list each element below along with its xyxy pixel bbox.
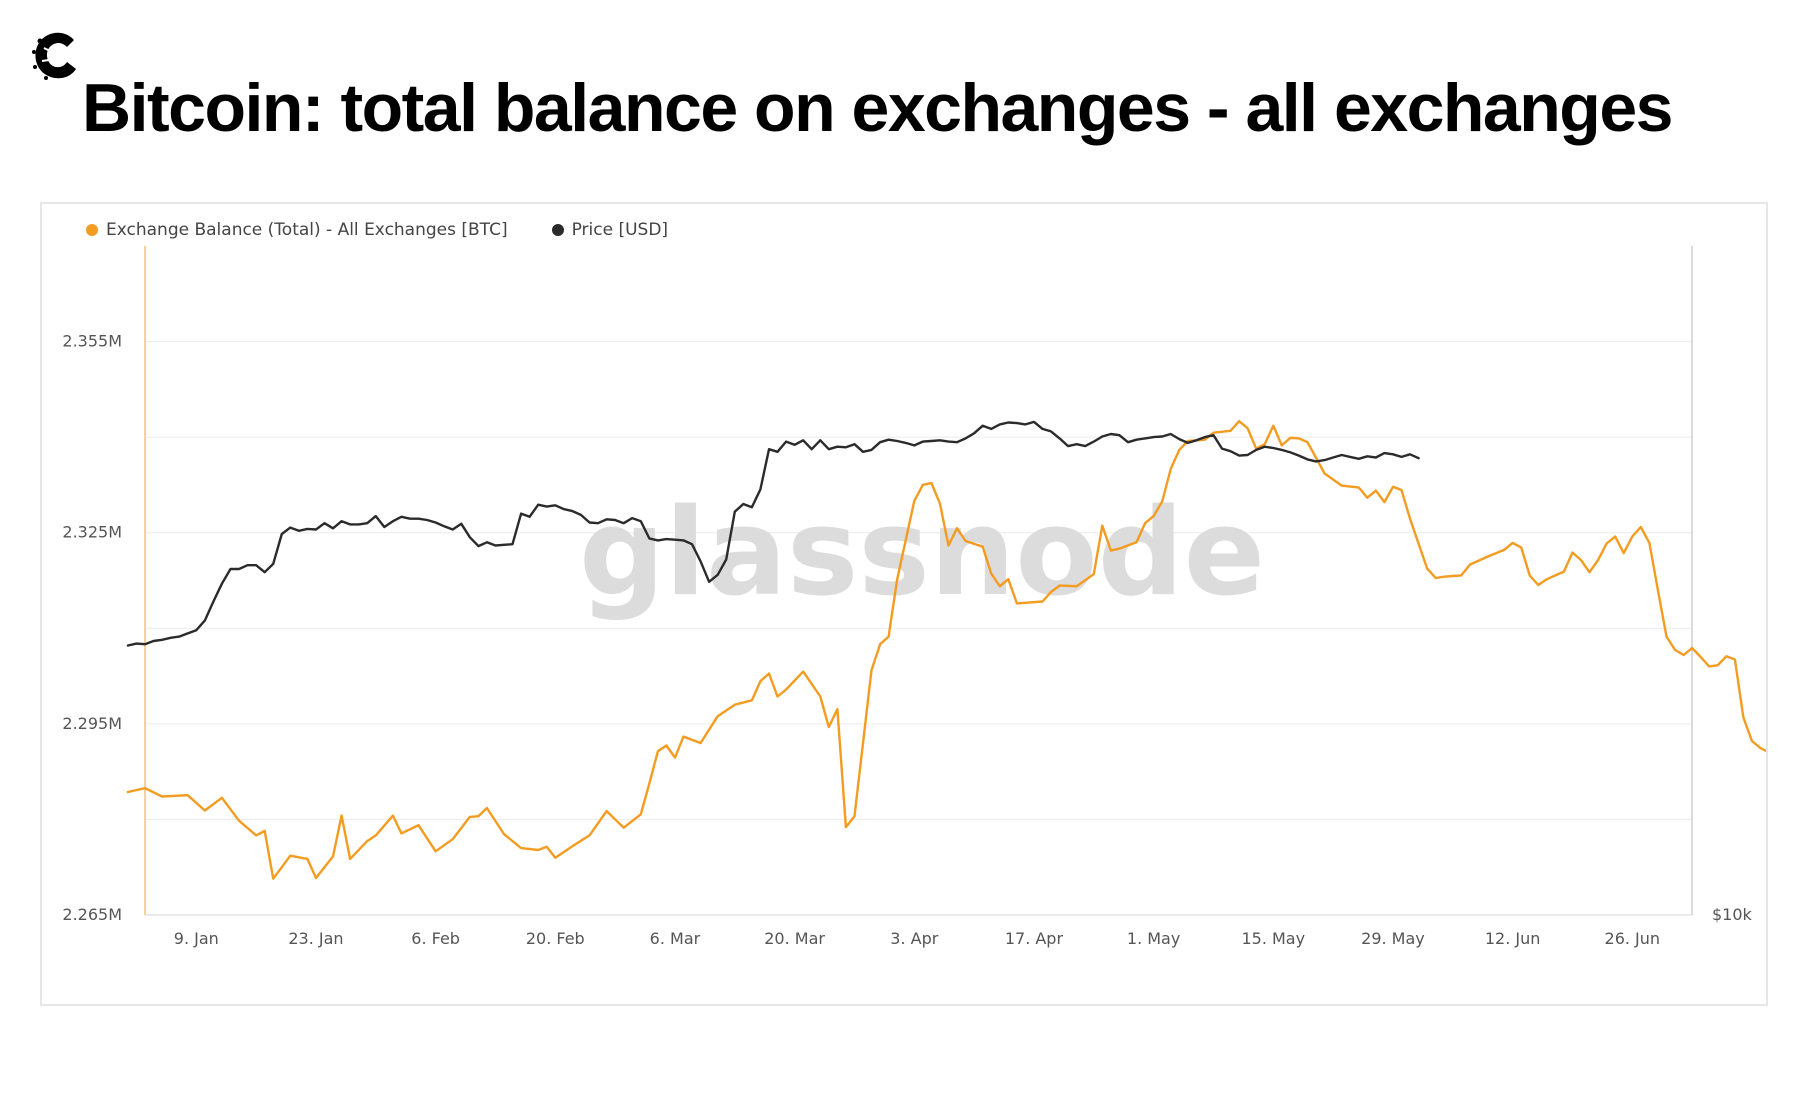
x-tick-label: 20. Feb <box>526 929 585 948</box>
x-tick-label: 1. May <box>1127 929 1180 948</box>
y-tick-label: 2.295M <box>62 714 122 733</box>
series-line-exchange-balance <box>126 419 1766 880</box>
x-tick-label: 29. May <box>1361 929 1425 948</box>
chart-panel: glassnode 2.265M 2.295M 2.325M 2.355M $10k 9. … <box>40 202 1768 1006</box>
c-letter-logo-icon <box>32 32 76 80</box>
legend-label-balance: Exchange Balance (Total) - All Exchanges… <box>106 220 508 240</box>
x-tick-label: 3. Apr <box>890 929 938 948</box>
y-tick-label: 2.325M <box>62 523 122 542</box>
x-tick-label: 26. Jun <box>1605 929 1661 948</box>
x-tick-label: 15. May <box>1241 929 1305 948</box>
x-tick-label: 6. Mar <box>650 929 701 948</box>
x-tick-label: 20. Mar <box>764 929 825 948</box>
chart-legend: Exchange Balance (Total) - All Exchanges… <box>86 220 668 240</box>
y-right-tick-label: $10k <box>1712 905 1753 924</box>
legend-item-price[interactable]: Price [USD] <box>551 220 669 240</box>
x-tick-label: 9. Jan <box>174 929 219 948</box>
series-line-price <box>126 420 1420 647</box>
y-tick-label: 2.265M <box>62 905 122 924</box>
page-title: Bitcoin: total balance on exchanges - al… <box>82 70 1673 146</box>
x-tick-label: 23. Jan <box>288 929 343 948</box>
legend-label-price: Price [USD] <box>571 220 669 240</box>
x-tick-label: 12. Jun <box>1485 929 1541 948</box>
legend-dot-balance <box>86 224 98 236</box>
x-tick-label: 6. Feb <box>411 929 460 948</box>
y-tick-label: 2.355M <box>62 332 122 351</box>
legend-item-balance[interactable]: Exchange Balance (Total) - All Exchanges… <box>86 220 508 240</box>
chart-watermark: glassnode <box>579 484 1265 623</box>
chart-svg: glassnode 2.265M 2.295M 2.325M 2.355M $10k 9. … <box>62 246 1766 948</box>
x-tick-label: 17. Apr <box>1005 929 1064 948</box>
legend-dot-price <box>551 224 564 236</box>
